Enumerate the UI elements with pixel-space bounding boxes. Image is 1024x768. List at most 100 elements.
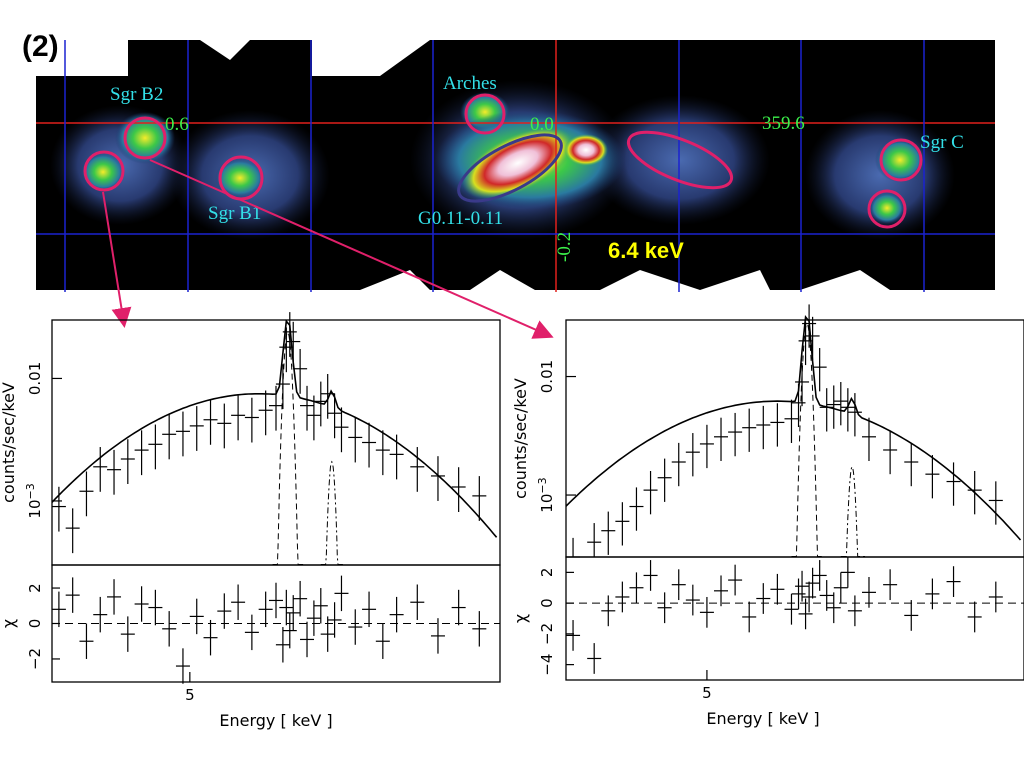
data-point [306,395,321,441]
residual-point [362,591,377,628]
data-point [798,321,813,366]
y-tick-label: 10−3 [536,477,556,512]
residual-point [244,614,259,651]
data-point [65,508,80,554]
residual-point [327,602,342,638]
data-point [410,447,425,492]
arrow-right [149,159,554,339]
model-fe-line [272,330,304,565]
residual-point [988,581,1003,613]
data-point [714,417,729,462]
residual-point [671,569,686,601]
data-point [601,511,616,555]
residual-point [79,623,94,659]
data-point [629,487,644,531]
residual-point [756,583,771,614]
model-curve [565,315,1022,541]
residual-point [217,593,232,629]
residual-tick-label: 2 [26,583,44,593]
residual-point [269,582,283,619]
residual-axis-title: χ [0,619,18,628]
residual-point [812,560,827,591]
residual-axis-title: χ [511,614,530,623]
residual-point [685,584,700,616]
data-point [275,364,290,410]
residual-point [946,566,961,597]
residual-point [629,572,644,604]
label-sgr-b1: Sgr B1 [208,203,261,224]
residual-point [348,609,363,645]
residual-point [742,601,757,633]
residual-point [770,573,785,605]
data-point [847,393,862,437]
residual-point [615,581,630,613]
data-point [293,348,308,394]
residual-point [798,598,813,630]
data-point [269,385,283,431]
residual-point [313,588,328,624]
residual-point [840,557,855,588]
energy-band-label: 6.4 keV [608,238,684,263]
y-tick-label: 0.01 [26,362,44,395]
coord-0-0: 0.0 [530,114,554,135]
data-point [231,395,246,441]
y-axis-title: counts/sec/keV [0,382,18,503]
residual-point [134,586,149,622]
residual-point [967,601,982,633]
data-point [805,316,820,361]
residual-point [883,569,898,601]
residual-tick-label: −2 [538,623,556,645]
model-kbeta-line [840,465,866,557]
data-point [728,412,743,457]
residual-point [643,560,658,591]
model-curve [51,319,498,538]
data-point [107,449,122,495]
residual-point [148,589,163,626]
data-point [840,388,855,432]
data-point [791,383,806,428]
residual-point [472,611,487,647]
residual-point [728,564,743,596]
residual-point [847,595,862,627]
data-point [148,424,163,470]
coord-359-6: 359.6 [762,113,805,134]
data-point [175,411,190,457]
residual-point [320,616,335,652]
arrow-left [102,191,132,328]
x-tick-label: 5 [702,684,712,702]
residual-point [410,584,425,620]
y-axis-title: counts/sec/keV [511,378,530,499]
region-sgr-c [879,138,923,182]
residual-point [258,591,273,628]
data-point [699,424,714,469]
data-point [51,486,66,532]
data-point [587,523,602,557]
residual-point [784,593,799,625]
residual-point [587,643,602,674]
residual-point [279,589,294,626]
residual-point [566,620,581,651]
residual-point [300,621,315,658]
spectrum-chart-left: 10−3 0.01 −2 0 2 5 Energy [ keV ] counts/sec/ke… [0,312,501,730]
data-point [258,390,273,436]
data-point [967,471,982,515]
residual-point [904,600,919,631]
data-point [685,433,700,477]
region-sgr-b2 [123,116,167,160]
residual-point [334,575,349,612]
residual-point [175,648,190,684]
data-point [925,455,940,499]
data-point [657,458,672,502]
residual-point [107,579,122,615]
residual-point [282,612,297,649]
xray-map: Sgr B2 Sgr B1 Arches G0.11-0.11 Sgr C 0.… [36,40,995,292]
data-point [320,373,335,419]
data-point [134,430,149,476]
residual-point [162,611,177,647]
residual-point [805,567,820,599]
residual-point [819,580,834,611]
residual-point [65,577,80,613]
residual-point [375,623,390,659]
data-point [671,442,686,487]
data-point [189,406,204,451]
